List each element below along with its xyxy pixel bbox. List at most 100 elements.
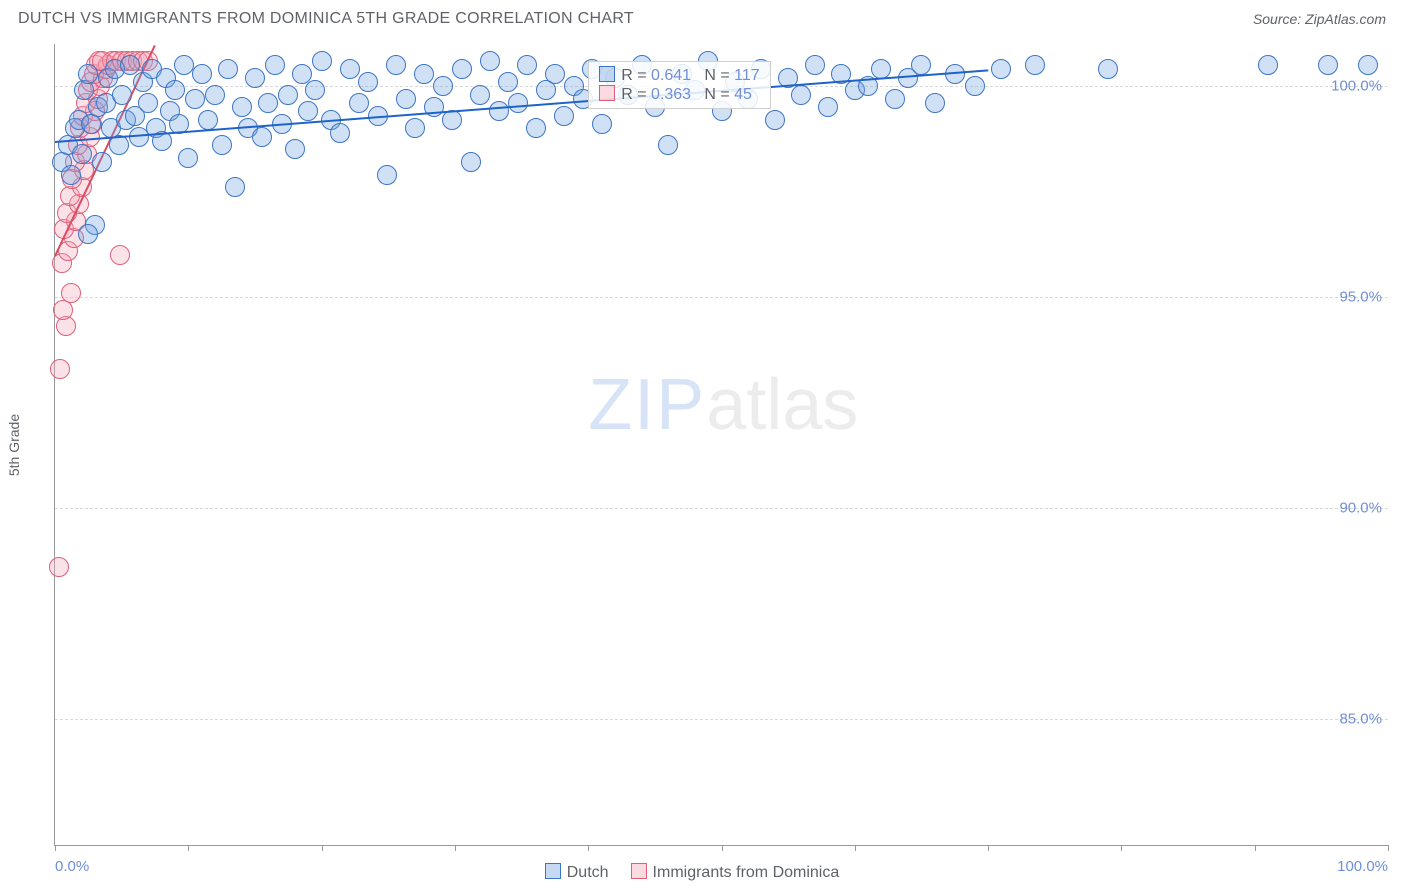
data-point [433,76,453,96]
data-point [78,224,98,244]
data-point [61,165,81,185]
data-point [480,51,500,71]
data-point [138,93,158,113]
data-point [61,283,81,303]
x-tick [55,845,56,851]
y-axis-label: 5th Grade [6,414,22,476]
gridline [55,719,1388,720]
data-point [498,72,518,92]
data-point [185,89,205,109]
data-point [526,118,546,138]
bottom-legend-item: Dutch [545,864,609,881]
data-point [414,64,434,84]
data-point [110,245,130,265]
legend-swatch [599,85,615,101]
legend-label: Immigrants from Dominica [653,864,840,881]
data-point [292,64,312,84]
legend-swatch [599,66,615,82]
data-point [92,152,112,172]
x-tick [455,845,456,851]
data-point [358,72,378,92]
watermark-light: atlas [706,365,858,445]
y-tick-label: 90.0% [1339,499,1382,516]
data-point [925,93,945,113]
chart-region: 5th Grade ZIPatlas 0.0% 100.0% 85.0%90.0… [18,44,1388,846]
chart-title: DUTCH VS IMMIGRANTS FROM DOMINICA 5TH GR… [18,10,634,28]
x-tick [988,845,989,851]
data-point [178,148,198,168]
data-point [50,359,70,379]
legend-r-value: 0.641 [651,67,691,84]
data-point [791,85,811,105]
data-point [78,64,98,84]
source-attribution: Source: ZipAtlas.com [1253,11,1386,27]
data-point [658,135,678,155]
data-point [545,64,565,84]
data-point [198,110,218,130]
gridline [55,508,1388,509]
data-point [765,110,785,130]
data-point [592,114,612,134]
data-point [965,76,985,96]
data-point [377,165,397,185]
data-point [278,85,298,105]
data-point [396,89,416,109]
data-point [245,68,265,88]
legend-r-label: R = [621,86,651,103]
data-point [112,85,132,105]
legend-r-value: 0.363 [651,86,691,103]
data-point [72,144,92,164]
data-point [1358,55,1378,75]
x-tick [1388,845,1389,851]
data-point [349,93,369,113]
y-tick-label: 100.0% [1331,78,1382,95]
data-point [218,59,238,79]
data-point [305,80,325,100]
data-point [1318,55,1338,75]
data-point [74,80,94,100]
legend-swatch [631,863,647,879]
data-point [1098,59,1118,79]
data-point [386,55,406,75]
data-point [212,135,232,155]
x-tick [1255,845,1256,851]
data-point [265,55,285,75]
x-tick [855,845,856,851]
watermark-strong: ZIP [588,365,706,445]
stats-legend-row: R = 0.641 N = 117 [599,66,759,85]
data-point [312,51,332,71]
data-point [818,97,838,117]
data-point [452,59,472,79]
bottom-legend: Dutch Immigrants from Dominica [0,863,1406,882]
data-point [991,59,1011,79]
stats-legend: R = 0.641 N = 117R = 0.363 N = 45 [588,61,770,109]
data-point [285,139,305,159]
legend-n-label: N = [691,67,734,84]
legend-n-value: 117 [734,67,760,84]
data-point [205,85,225,105]
stats-legend-row: R = 0.363 N = 45 [599,85,759,104]
data-point [885,89,905,109]
legend-n-value: 45 [734,86,752,103]
x-tick [588,845,589,851]
data-point [298,101,318,121]
data-point [1025,55,1045,75]
scatter-plot: ZIPatlas 0.0% 100.0% 85.0%90.0%95.0%100.… [54,44,1388,846]
data-point [232,97,252,117]
data-point [165,80,185,100]
data-point [258,93,278,113]
data-point [805,55,825,75]
data-point [405,118,425,138]
data-point [56,316,76,336]
data-point [489,101,509,121]
data-point [461,152,481,172]
data-point [554,106,574,126]
x-tick [1121,845,1122,851]
data-point [1258,55,1278,75]
data-point [192,64,212,84]
bottom-legend-item: Immigrants from Dominica [631,864,840,881]
x-tick [188,845,189,851]
gridline [55,297,1388,298]
data-point [252,127,272,147]
y-tick-label: 95.0% [1339,288,1382,305]
